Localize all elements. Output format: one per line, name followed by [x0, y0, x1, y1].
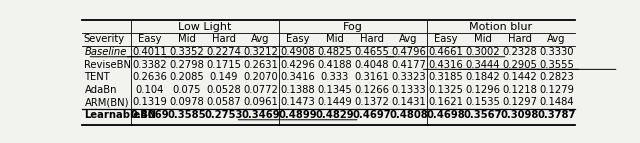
Text: Easy: Easy — [138, 34, 161, 44]
Text: Baseline: Baseline — [84, 47, 127, 57]
Text: 0.4048: 0.4048 — [355, 60, 388, 70]
Text: Mid: Mid — [326, 34, 344, 44]
Text: 0.2070: 0.2070 — [243, 72, 278, 82]
Text: 0.3002: 0.3002 — [465, 47, 500, 57]
Text: 0.2636: 0.2636 — [132, 72, 167, 82]
Text: 0.3382: 0.3382 — [132, 60, 167, 70]
Text: TENT: TENT — [84, 72, 110, 82]
Text: 0.3416: 0.3416 — [280, 72, 315, 82]
Text: 0.1621: 0.1621 — [428, 97, 463, 107]
Text: 0.1535: 0.1535 — [465, 97, 500, 107]
Text: 0.2274: 0.2274 — [206, 47, 241, 57]
Text: 0.333: 0.333 — [321, 72, 349, 82]
Text: 0.1442: 0.1442 — [502, 72, 537, 82]
Text: 0.0587: 0.0587 — [206, 97, 241, 107]
Text: 0.3555: 0.3555 — [539, 60, 574, 70]
Text: 0.3098: 0.3098 — [500, 110, 539, 120]
Text: 0.104: 0.104 — [136, 85, 164, 95]
Text: 0.1388: 0.1388 — [280, 85, 315, 95]
Text: 0.3585: 0.3585 — [167, 110, 206, 120]
Text: 0.4899: 0.4899 — [278, 110, 317, 120]
Text: 0.0961: 0.0961 — [243, 97, 278, 107]
Text: Easy: Easy — [286, 34, 309, 44]
Text: 0.3352: 0.3352 — [169, 47, 204, 57]
Text: 0.1266: 0.1266 — [354, 85, 389, 95]
Text: 0.4661: 0.4661 — [428, 47, 463, 57]
Text: LearnableBN: LearnableBN — [84, 110, 157, 120]
Text: 0.3330: 0.3330 — [540, 47, 574, 57]
Text: 0.149: 0.149 — [209, 72, 238, 82]
Text: 0.4829: 0.4829 — [316, 110, 354, 120]
Text: Low Light: Low Light — [179, 22, 232, 32]
Text: 0.3212: 0.3212 — [243, 47, 278, 57]
Text: Avg: Avg — [547, 34, 566, 44]
Text: Easy: Easy — [434, 34, 458, 44]
Text: 0.0772: 0.0772 — [243, 85, 278, 95]
Text: 0.1279: 0.1279 — [539, 85, 574, 95]
Text: 0.1842: 0.1842 — [465, 72, 500, 82]
Text: 0.1319: 0.1319 — [132, 97, 167, 107]
Text: Motion blur: Motion blur — [470, 22, 532, 32]
Text: Avg: Avg — [252, 34, 270, 44]
Text: ARM(BN): ARM(BN) — [84, 97, 129, 107]
Text: 0.3469: 0.3469 — [241, 110, 280, 120]
Text: 0.4188: 0.4188 — [317, 60, 352, 70]
Text: AdaBn: AdaBn — [84, 85, 117, 95]
Text: 0.2798: 0.2798 — [169, 60, 204, 70]
Text: ReviseBN: ReviseBN — [84, 60, 131, 70]
Text: 0.4825: 0.4825 — [317, 47, 352, 57]
Text: 0.4698: 0.4698 — [426, 110, 465, 120]
Text: Hard: Hard — [360, 34, 383, 44]
Text: Fog: Fog — [343, 22, 363, 32]
Text: Hard: Hard — [508, 34, 531, 44]
Text: 0.4316: 0.4316 — [428, 60, 463, 70]
Text: Mid: Mid — [178, 34, 195, 44]
Text: 0.4655: 0.4655 — [354, 47, 389, 57]
Text: 0.2905: 0.2905 — [502, 60, 537, 70]
Text: 0.0528: 0.0528 — [206, 85, 241, 95]
Text: 0.2631: 0.2631 — [243, 60, 278, 70]
Text: Mid: Mid — [474, 34, 492, 44]
Text: 0.1325: 0.1325 — [428, 85, 463, 95]
Text: Hard: Hard — [212, 34, 236, 44]
Text: Severity: Severity — [84, 34, 125, 44]
Text: 0.1296: 0.1296 — [465, 85, 500, 95]
Text: 0.1218: 0.1218 — [502, 85, 537, 95]
Text: 0.3787: 0.3787 — [538, 110, 576, 120]
Text: 0.1345: 0.1345 — [317, 85, 352, 95]
Text: 0.4296: 0.4296 — [280, 60, 315, 70]
Text: 0.2753: 0.2753 — [204, 110, 243, 120]
Text: 0.1333: 0.1333 — [391, 85, 426, 95]
Text: 0.1484: 0.1484 — [539, 97, 574, 107]
Text: 0.1715: 0.1715 — [206, 60, 241, 70]
Text: 0.1372: 0.1372 — [354, 97, 389, 107]
Text: 0.1449: 0.1449 — [317, 97, 352, 107]
Text: 0.1473: 0.1473 — [280, 97, 315, 107]
Text: 0.4908: 0.4908 — [280, 47, 315, 57]
Text: 0.3161: 0.3161 — [354, 72, 389, 82]
Text: 0.2328: 0.2328 — [502, 47, 537, 57]
Text: 0.1297: 0.1297 — [502, 97, 537, 107]
Text: 0.4796: 0.4796 — [391, 47, 426, 57]
Text: 0.4011: 0.4011 — [132, 47, 167, 57]
Text: 0.3444: 0.3444 — [465, 60, 500, 70]
Text: 0.1431: 0.1431 — [391, 97, 426, 107]
Text: 0.4177: 0.4177 — [391, 60, 426, 70]
Text: 0.075: 0.075 — [172, 85, 201, 95]
Text: 0.3323: 0.3323 — [391, 72, 426, 82]
Text: 0.4697: 0.4697 — [352, 110, 391, 120]
Text: 0.4069: 0.4069 — [131, 110, 169, 120]
Text: 0.2823: 0.2823 — [539, 72, 574, 82]
Text: 0.2085: 0.2085 — [169, 72, 204, 82]
Text: 0.3567: 0.3567 — [463, 110, 502, 120]
Text: 0.0978: 0.0978 — [169, 97, 204, 107]
Text: Avg: Avg — [399, 34, 418, 44]
Text: 0.3185: 0.3185 — [428, 72, 463, 82]
Text: 0.4808: 0.4808 — [389, 110, 428, 120]
